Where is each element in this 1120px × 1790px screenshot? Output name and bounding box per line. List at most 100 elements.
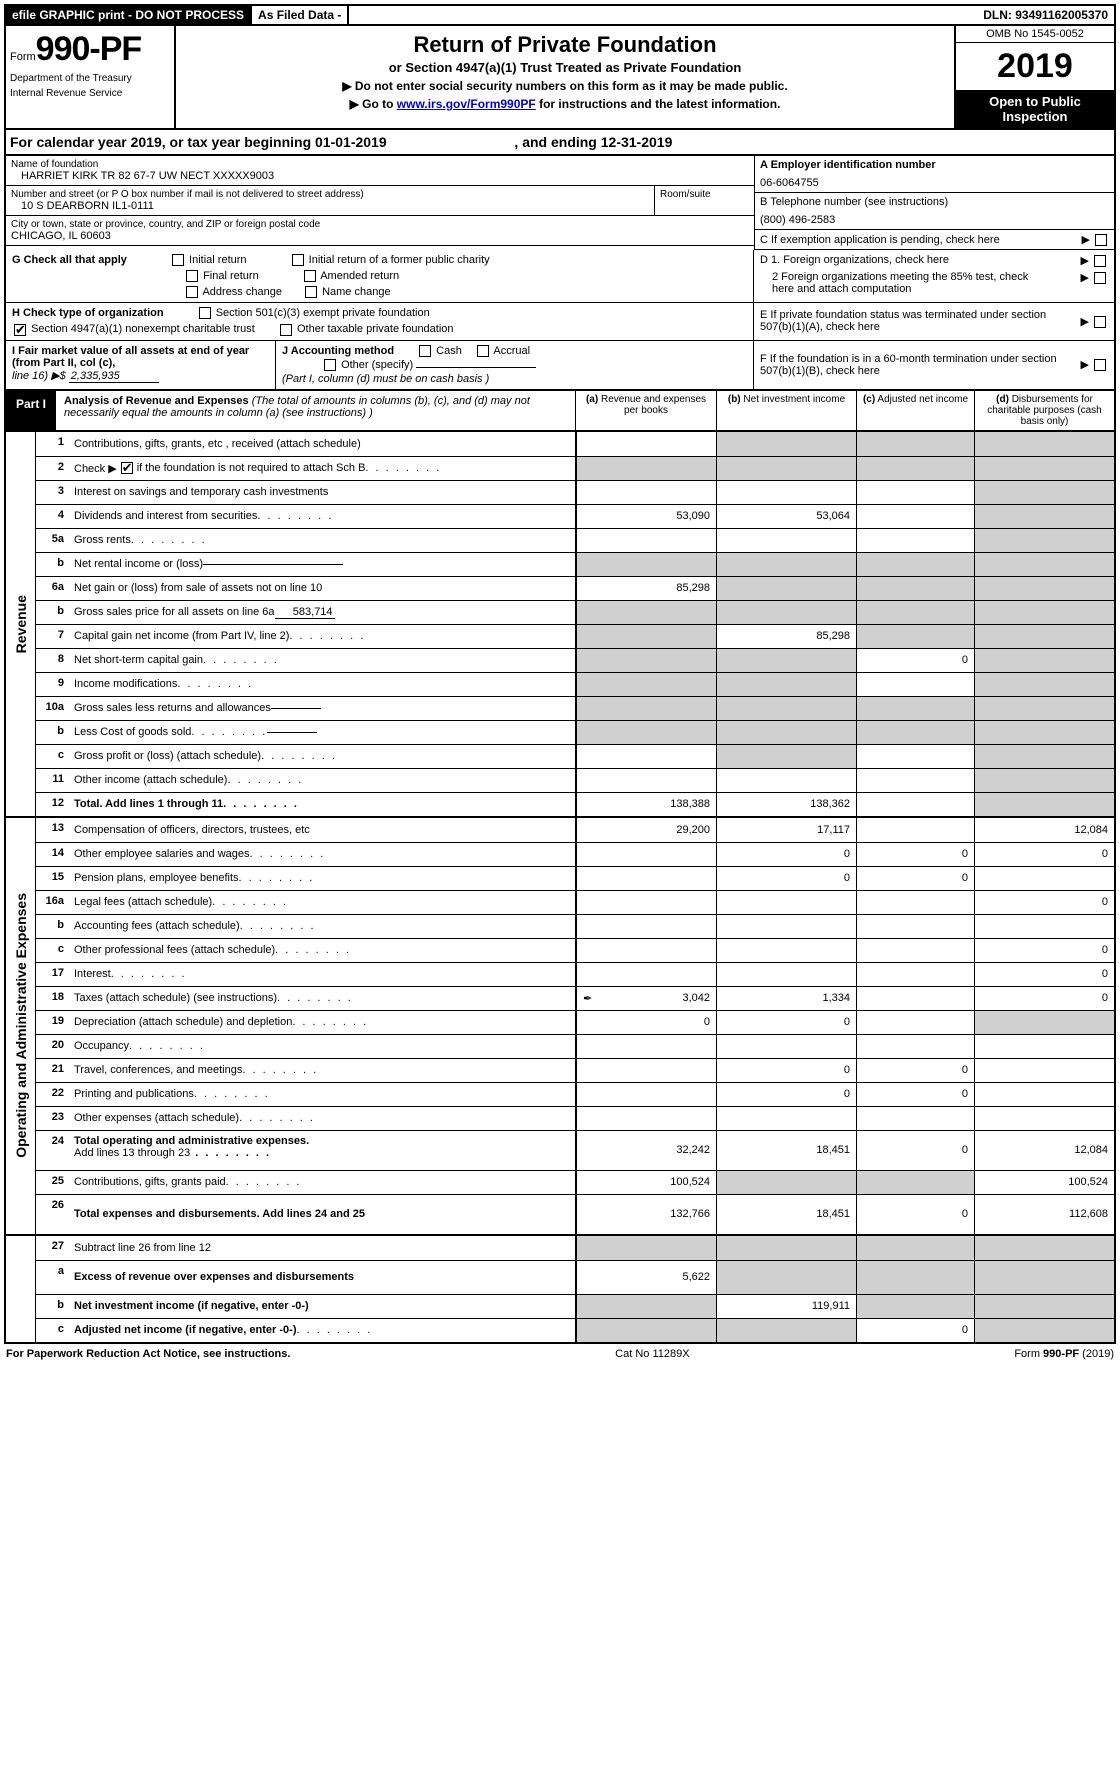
room-cell: Room/suite xyxy=(654,186,754,216)
r27c-desc: Adjusted net income (if negative, enter … xyxy=(70,1319,576,1342)
r22-desc: Printing and publications xyxy=(70,1083,576,1106)
r10b-num: b xyxy=(36,721,70,744)
ein-cell: A Employer identification number 06-6064… xyxy=(755,156,1114,193)
r18-b: 1,334 xyxy=(716,987,856,1010)
r4-d4 xyxy=(974,505,1114,528)
fr-b: 990-PF xyxy=(1043,1348,1079,1360)
r26-b: 18,451 xyxy=(716,1195,856,1234)
r11-d: Other income (attach schedule) xyxy=(74,774,227,786)
col-b-text: Net investment income xyxy=(743,394,845,405)
row-16a: 16aLegal fees (attach schedule)0 xyxy=(36,890,1114,914)
r12-d4 xyxy=(974,793,1114,816)
r21-desc: Travel, conferences, and meetings xyxy=(70,1059,576,1082)
e-chk[interactable] xyxy=(1094,316,1106,328)
r7-b: 85,298 xyxy=(716,625,856,648)
j-chk-other[interactable] xyxy=(324,359,336,371)
h-opt-2: Section 4947(a)(1) nonexempt charitable … xyxy=(31,323,255,335)
oae-grid: Operating and Administrative Expenses 13… xyxy=(4,818,1116,1236)
g-opt-2: Initial return of a former public charit… xyxy=(309,254,490,266)
h-chk-1[interactable] xyxy=(199,307,211,319)
g-chk-1[interactable] xyxy=(172,254,184,266)
header-right: OMB No 1545-0052 2019 Open to Public Ins… xyxy=(954,26,1114,128)
r25-desc: Contributions, gifts, grants paid xyxy=(70,1171,576,1194)
r21-num: 21 xyxy=(36,1059,70,1082)
section-i: I Fair market value of all assets at end… xyxy=(6,341,276,389)
r7-a xyxy=(576,625,716,648)
footer-right: Form 990-PF (2019) xyxy=(1014,1348,1114,1360)
r2-chk[interactable] xyxy=(121,462,133,474)
r22-d4 xyxy=(974,1083,1114,1106)
g-d-row: G Check all that apply Initial return In… xyxy=(6,250,1114,303)
r17-c xyxy=(856,963,974,986)
form-note-2: ▶ Go to www.irs.gov/Form990PF for instru… xyxy=(184,97,946,111)
r20-d4 xyxy=(974,1035,1114,1058)
g-chk-6[interactable] xyxy=(305,286,317,298)
g-chk-2[interactable] xyxy=(292,254,304,266)
r27-c xyxy=(856,1236,974,1260)
row-1: 1Contributions, gifts, grants, etc , rec… xyxy=(36,432,1114,456)
r19-d4 xyxy=(974,1011,1114,1034)
ein-label: A Employer identification number xyxy=(760,159,1109,171)
phone-label: B Telephone number (see instructions) xyxy=(760,196,1109,208)
r22-b: 0 xyxy=(716,1083,856,1106)
r22-a xyxy=(576,1083,716,1106)
r24-d4: 12,084 xyxy=(974,1131,1114,1170)
r16c-d: Other professional fees (attach schedule… xyxy=(74,944,275,956)
r9-c xyxy=(856,673,974,696)
d2-chk[interactable] xyxy=(1094,272,1106,284)
r5a-desc: Gross rents xyxy=(70,529,576,552)
revenue-label: Revenue xyxy=(13,595,29,653)
pen-icon[interactable]: ✒ xyxy=(583,992,592,1005)
j-note: (Part I, column (d) must be on cash basi… xyxy=(282,371,747,385)
r5a-d: Gross rents xyxy=(74,534,131,546)
r10a-d: Gross sales less returns and allowances xyxy=(74,702,271,714)
h-opt-3: Other taxable private foundation xyxy=(297,323,454,335)
h-chk-2[interactable] xyxy=(14,324,26,336)
dln: DLN: 93491162005370 xyxy=(977,6,1114,24)
r3-a xyxy=(576,481,716,504)
r16a-c xyxy=(856,891,974,914)
row-16c: cOther professional fees (attach schedul… xyxy=(36,938,1114,962)
g-chk-4[interactable] xyxy=(304,270,316,282)
r12-desc: Total. Add lines 1 through 11 xyxy=(70,793,576,816)
r27b-d4 xyxy=(974,1295,1114,1318)
h-chk-3[interactable] xyxy=(280,324,292,336)
r7-desc: Capital gain net income (from Part IV, l… xyxy=(70,625,576,648)
r21-d4 xyxy=(974,1059,1114,1082)
r10c-d4 xyxy=(974,745,1114,768)
top-bar: efile GRAPHIC print - DO NOT PROCESS As … xyxy=(4,4,1116,26)
r16b-d4 xyxy=(974,915,1114,938)
row-7: 7Capital gain net income (from Part IV, … xyxy=(36,624,1114,648)
j-chk-cash[interactable] xyxy=(419,345,431,357)
h-e-row: H Check type of organization Section 501… xyxy=(6,303,1114,340)
note2-pre: ▶ Go to xyxy=(350,97,397,111)
r24-d: Total operating and administrative expen… xyxy=(74,1135,571,1147)
r10b-d: Less Cost of goods sold xyxy=(74,726,191,738)
j-chk-accrual[interactable] xyxy=(477,345,489,357)
oae-body: 13Compensation of officers, directors, t… xyxy=(36,818,1114,1234)
pending-cell: C If exemption application is pending, c… xyxy=(755,230,1114,250)
row-27c: cAdjusted net income (if negative, enter… xyxy=(36,1318,1114,1342)
row27-spacer xyxy=(6,1236,36,1342)
col-b-letter: (b) xyxy=(728,394,741,405)
g-chk-3[interactable] xyxy=(186,270,198,282)
r6a-b xyxy=(716,577,856,600)
row-14: 14Other employee salaries and wages000 xyxy=(36,842,1114,866)
g-chk-5[interactable] xyxy=(186,286,198,298)
pending-checkbox[interactable] xyxy=(1095,234,1107,246)
r27a-d4 xyxy=(974,1261,1114,1294)
r9-d4 xyxy=(974,673,1114,696)
addr-cell: Number and street (or P O box number if … xyxy=(6,186,654,216)
r2-desc: Check ▶ if the foundation is not require… xyxy=(70,457,576,480)
r8-c: 0 xyxy=(856,649,974,672)
r7-num: 7 xyxy=(36,625,70,648)
r16a-b xyxy=(716,891,856,914)
r1-c xyxy=(856,432,974,456)
d1-chk[interactable] xyxy=(1094,255,1106,267)
r27c-c: 0 xyxy=(856,1319,974,1342)
row-15: 15Pension plans, employee benefits00 xyxy=(36,866,1114,890)
row-13: 13Compensation of officers, directors, t… xyxy=(36,818,1114,842)
f-chk[interactable] xyxy=(1094,359,1106,371)
form-subtitle: or Section 4947(a)(1) Trust Treated as P… xyxy=(184,60,946,75)
irs-link[interactable]: www.irs.gov/Form990PF xyxy=(397,97,536,111)
